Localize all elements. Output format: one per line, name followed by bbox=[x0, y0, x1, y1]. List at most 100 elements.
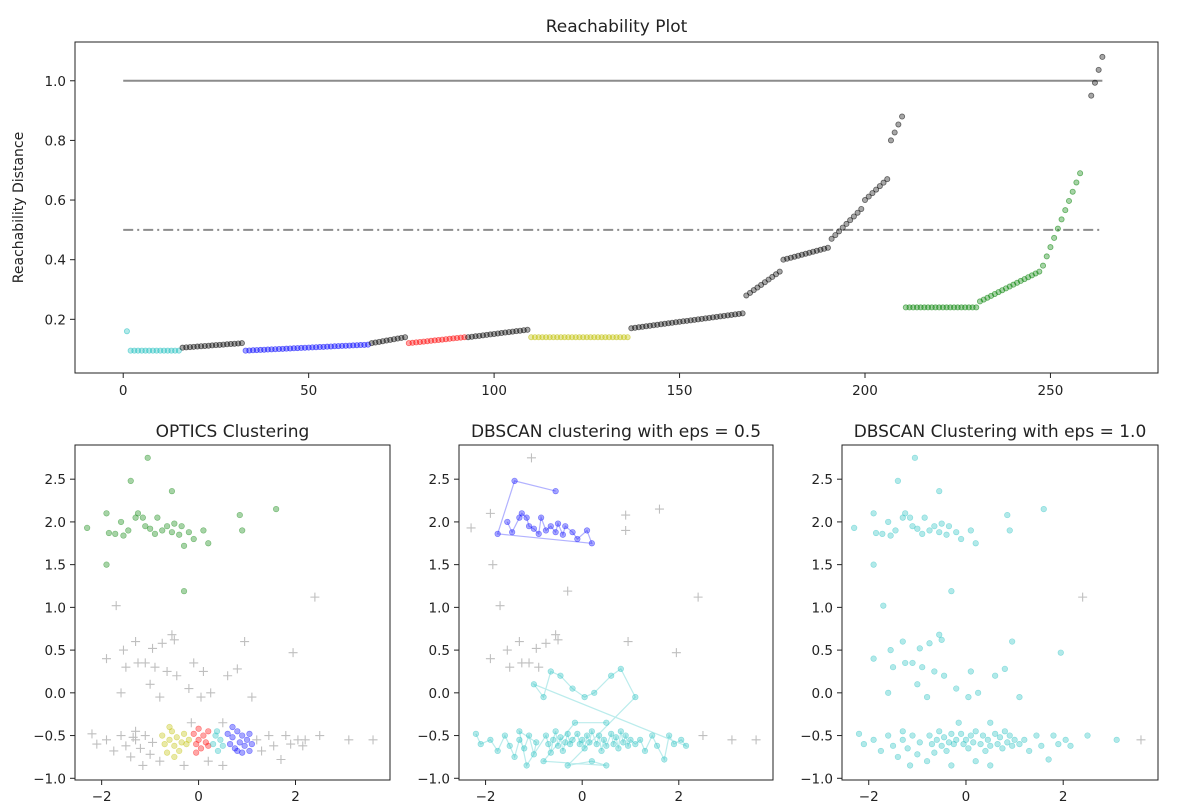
cyan-cluster-point bbox=[610, 741, 617, 748]
cyan-cluster-point bbox=[967, 668, 974, 675]
x-tick-label: 200 bbox=[852, 383, 878, 399]
cyan-cluster-point bbox=[894, 753, 902, 761]
cyan-cluster-point bbox=[1016, 694, 1023, 701]
cyan-cluster-point bbox=[962, 736, 970, 743]
noise-point bbox=[172, 671, 182, 681]
noise-point bbox=[264, 731, 274, 741]
noise-point bbox=[155, 692, 165, 702]
cyan-cluster-point bbox=[547, 668, 554, 675]
reachability-plot-title: Reachability Plot bbox=[546, 17, 688, 37]
noise-point bbox=[87, 729, 97, 739]
cyan-cluster-point bbox=[562, 739, 569, 746]
yellow-cluster-point bbox=[171, 753, 178, 761]
y-tick-label: −0.5 bbox=[33, 729, 66, 745]
noise-point bbox=[179, 760, 189, 770]
noise-point bbox=[488, 560, 498, 570]
reachability-point bbox=[861, 197, 868, 204]
x-tick-label: 2 bbox=[291, 789, 300, 805]
cyan-cluster-point bbox=[975, 689, 982, 696]
reachability-point bbox=[1077, 170, 1084, 177]
cyan-cluster-point bbox=[1057, 649, 1064, 656]
cyan-cluster-point bbox=[595, 732, 603, 739]
noise-point bbox=[126, 752, 136, 762]
y-tick-label: 1.0 bbox=[429, 600, 450, 616]
noise-point bbox=[621, 525, 631, 535]
cyan-cluster-point bbox=[916, 739, 923, 746]
yellow-cluster-point bbox=[185, 736, 192, 743]
cyan-cluster-point bbox=[1016, 741, 1023, 748]
noise-point bbox=[150, 662, 160, 672]
yellow-cluster-point bbox=[171, 742, 178, 749]
dbscan-eps-1.0-plot: DBSCAN Clustering with eps = 1.0 −2 0 2 −1.0… bbox=[800, 422, 1159, 805]
y-tick-label: 0.0 bbox=[45, 686, 66, 702]
y-tick-label: 2.0 bbox=[812, 515, 833, 531]
reachability-point bbox=[891, 129, 898, 136]
cyan-cluster-point bbox=[948, 762, 955, 769]
noise-point bbox=[131, 735, 141, 745]
cyan-cluster-point bbox=[581, 745, 588, 752]
cyan-cluster-point bbox=[1006, 732, 1013, 739]
green-cluster-point bbox=[159, 527, 166, 534]
cyan-cluster-point bbox=[958, 730, 965, 737]
cyan-cluster-point bbox=[588, 758, 595, 765]
cyan-cluster-point bbox=[1033, 732, 1040, 739]
red-cluster-point bbox=[190, 730, 197, 737]
cyan-cluster-point bbox=[948, 730, 955, 737]
cyan-cluster-point bbox=[938, 636, 945, 643]
blue-cluster-point bbox=[542, 527, 550, 534]
yellow-cluster-point bbox=[166, 723, 173, 731]
cyan-cluster-point bbox=[887, 647, 894, 654]
noise-point bbox=[621, 510, 631, 520]
noise-point bbox=[128, 732, 138, 742]
noise-point bbox=[693, 592, 703, 602]
green-cluster-point bbox=[163, 523, 171, 530]
cyan-cluster-point bbox=[909, 523, 916, 530]
cyan-cluster-point bbox=[511, 753, 518, 761]
cyan-cluster-point bbox=[945, 523, 953, 530]
y-tick-label: 0.8 bbox=[45, 133, 66, 149]
reachability-point bbox=[238, 340, 245, 347]
red-cluster-point bbox=[195, 736, 202, 743]
cyan-cluster-point bbox=[872, 529, 880, 537]
reachability-point bbox=[824, 244, 831, 251]
blue-cluster-point bbox=[588, 540, 595, 547]
dbscan-eps-1.0-plot-axes-frame bbox=[841, 444, 1159, 781]
noise-point bbox=[232, 664, 242, 674]
cyan-cluster-point bbox=[1084, 732, 1091, 739]
cyan-cluster-point bbox=[540, 694, 547, 701]
blue-cluster-point bbox=[229, 723, 236, 731]
x-tick-label: 2 bbox=[1059, 789, 1068, 805]
noise-point bbox=[138, 760, 148, 770]
cyan-cluster-point bbox=[936, 728, 943, 735]
noise-point bbox=[541, 638, 551, 648]
noise-point bbox=[140, 731, 150, 741]
blue-cluster-point bbox=[559, 531, 566, 538]
cyan-cluster-point bbox=[972, 728, 979, 735]
blue-cluster-point bbox=[562, 523, 569, 530]
reachability-point bbox=[880, 179, 887, 186]
cyan-cluster-point bbox=[994, 741, 1001, 748]
cyan-cluster-point bbox=[210, 741, 217, 748]
noise-point bbox=[116, 688, 126, 698]
cyan-cluster-point bbox=[542, 732, 550, 739]
cyan-cluster-point bbox=[931, 523, 938, 530]
cyan-cluster-point bbox=[530, 681, 537, 688]
cyan-cluster-point bbox=[552, 728, 559, 735]
cyan-cluster-point bbox=[612, 734, 620, 741]
cyan-cluster-point bbox=[533, 739, 540, 746]
noise-point bbox=[111, 601, 121, 611]
y-tick-label: −0.5 bbox=[417, 729, 450, 745]
reachability-point bbox=[895, 121, 902, 128]
y-tick-label: −1.0 bbox=[800, 771, 833, 787]
noise-point bbox=[514, 637, 524, 647]
noise-point bbox=[727, 735, 737, 745]
x-tick-label: 0 bbox=[962, 789, 971, 805]
noise-point bbox=[121, 662, 131, 672]
noise-point bbox=[310, 592, 320, 602]
y-tick-label: −1.0 bbox=[33, 771, 66, 787]
cyan-cluster-point bbox=[525, 732, 533, 739]
cyan-cluster-point bbox=[494, 747, 501, 755]
cyan-cluster-point bbox=[953, 529, 960, 536]
cyan-cluster-point bbox=[1021, 736, 1028, 743]
noise-point bbox=[167, 630, 177, 640]
